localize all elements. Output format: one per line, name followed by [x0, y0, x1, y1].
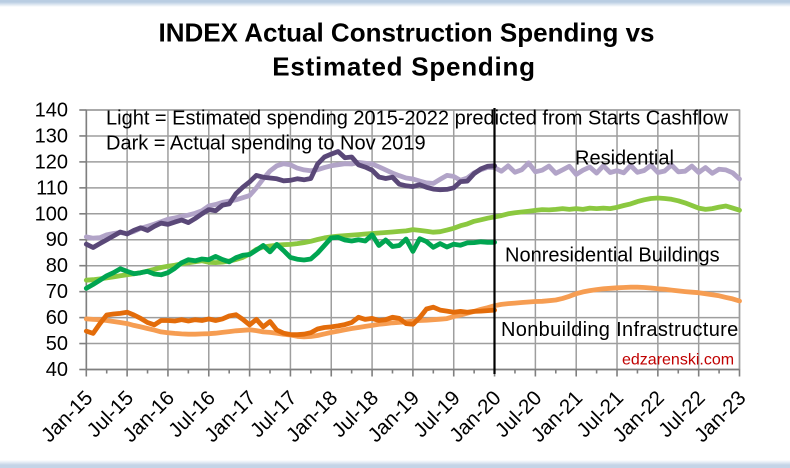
svg-text:120: 120	[35, 151, 68, 173]
svg-text:Jan-15: Jan-15	[37, 386, 98, 447]
svg-text:Nonbuilding Infrastructure: Nonbuilding Infrastructure	[501, 319, 739, 341]
svg-text:130: 130	[35, 125, 68, 147]
svg-text:80: 80	[46, 255, 68, 277]
svg-text:Residential: Residential	[575, 148, 674, 170]
svg-text:50: 50	[46, 333, 68, 355]
svg-text:140: 140	[35, 100, 68, 122]
svg-text:Estimated Spending: Estimated Spending	[272, 52, 535, 82]
svg-text:Light = Estimated spending 201: Light = Estimated spending 2015-2022 pre…	[106, 108, 729, 130]
svg-text:60: 60	[46, 307, 68, 329]
svg-text:70: 70	[46, 281, 68, 303]
svg-text:Dark = Actual spending to Nov: Dark = Actual spending to Nov 2019	[106, 133, 426, 155]
svg-text:Nonresidential Buildings: Nonresidential Buildings	[505, 245, 720, 267]
svg-text:edzarenski.com: edzarenski.com	[622, 352, 734, 369]
svg-text:40: 40	[46, 359, 68, 381]
svg-text:100: 100	[35, 203, 68, 225]
svg-text:INDEX Actual Construction Spen: INDEX Actual Construction Spending vs	[159, 18, 655, 48]
svg-text:110: 110	[36, 177, 68, 199]
svg-text:90: 90	[46, 229, 68, 251]
